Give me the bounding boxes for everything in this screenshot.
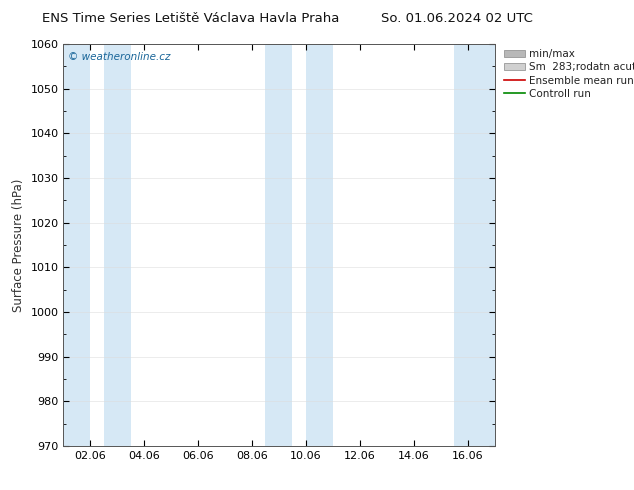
Text: © weatheronline.cz: © weatheronline.cz [68,52,170,62]
Bar [63,44,90,446]
Bar [266,44,292,446]
Bar [454,44,495,446]
Bar [104,44,131,446]
Text: So. 01.06.2024 02 UTC: So. 01.06.2024 02 UTC [380,12,533,25]
Legend: min/max, Sm  283;rodatn acute; odchylka, Ensemble mean run, Controll run: min/max, Sm 283;rodatn acute; odchylka, … [504,49,634,98]
Y-axis label: Surface Pressure (hPa): Surface Pressure (hPa) [12,178,25,312]
Text: ENS Time Series Letiště Václava Havla Praha: ENS Time Series Letiště Václava Havla Pr… [41,12,339,25]
Bar [306,44,333,446]
